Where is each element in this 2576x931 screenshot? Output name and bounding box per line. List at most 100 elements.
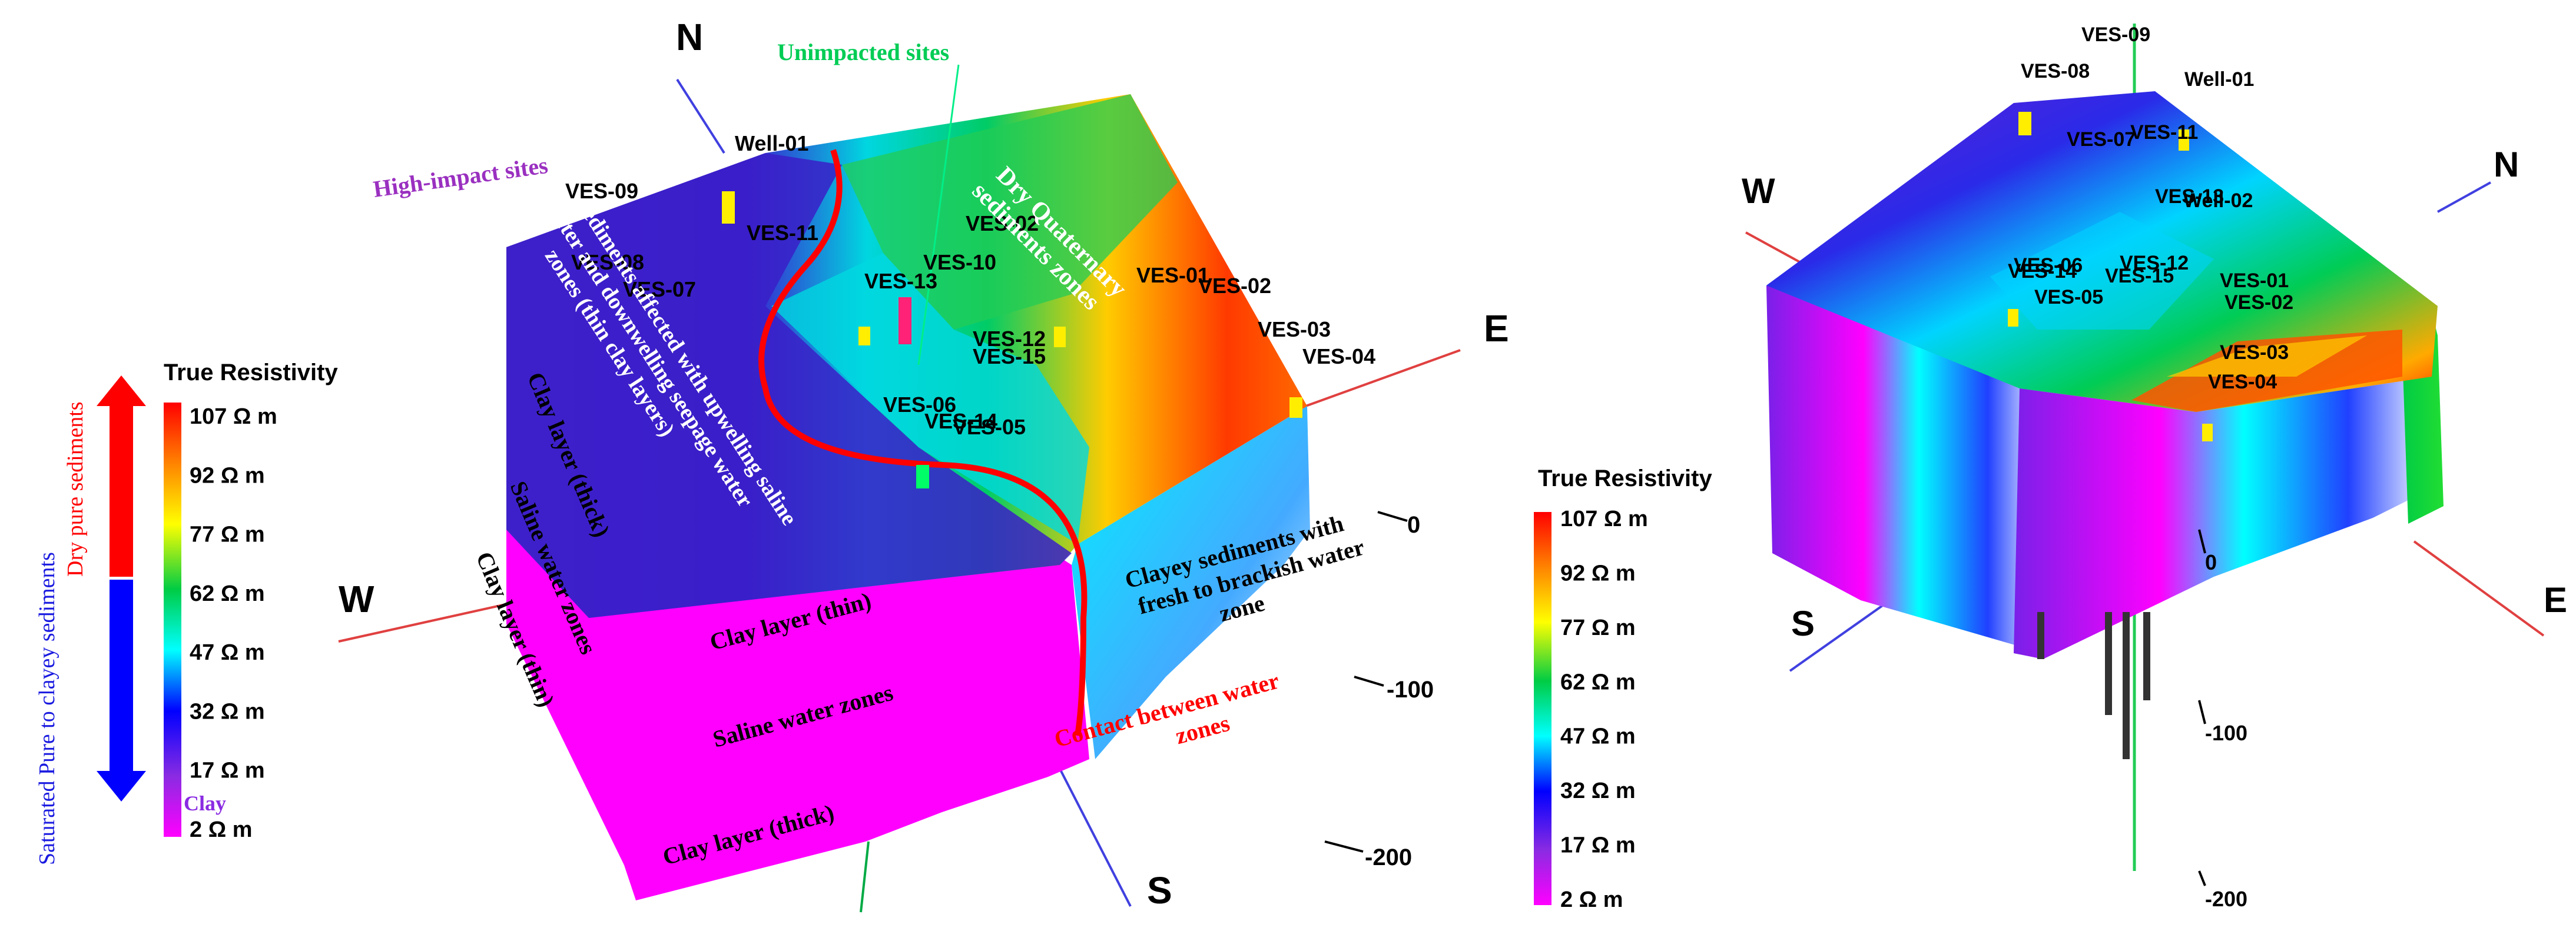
right-legend-tick-label: 77 Ω m <box>1560 616 1636 640</box>
right-left-face <box>1766 285 2043 653</box>
left-top-green-zone <box>842 94 1178 330</box>
ves-label: VES-08 <box>571 250 644 274</box>
right-label: VES-15 <box>2105 265 2174 287</box>
right-depth-tick-0: 0 <box>2205 550 2217 574</box>
right-depth-tick-100: -100 <box>2205 721 2247 745</box>
dry-arrow-head <box>97 375 146 406</box>
dry-arrow-label: Dry pure sediments <box>63 401 88 577</box>
left-side-face <box>1072 406 1310 759</box>
well-01-label: Well-01 <box>735 131 808 155</box>
right-south-label: S <box>1791 604 1815 643</box>
left-east-label: E <box>1484 307 1509 350</box>
vertical-axis-line <box>860 841 870 913</box>
depth-tick-mark <box>1324 840 1364 853</box>
right-legend-ticks: 107 Ω m 92 Ω m 77 Ω m 62 Ω m 47 Ω m 32 Ω m 17 … <box>1560 507 1648 912</box>
left-legend-ticks: 107 Ω m 92 Ω m 77 Ω m 62 Ω m 47 Ω m 32 Ω m 17 … <box>190 404 277 842</box>
ves-label: VES-15 <box>973 344 1046 368</box>
left-depth-tick-200: -200 <box>1365 844 1412 870</box>
right-label: VES-09 <box>2081 24 2150 46</box>
right-depth-tick-200: -200 <box>2205 887 2247 911</box>
right-label: VES-08 <box>2021 60 2090 82</box>
right-legend-tick-label: 2 Ω m <box>1560 887 1623 912</box>
left-legend-tick-label: 62 Ω m <box>190 581 265 606</box>
right-west-label: W <box>1742 171 1775 211</box>
right-colorbar <box>1534 512 1551 905</box>
left-top-cyan-zone <box>771 253 1089 544</box>
depth-tick-mark <box>1377 511 1408 522</box>
high-impact-sites-label: High-impact sites <box>372 152 549 202</box>
left-depth-tick-0: 0 <box>1407 512 1420 538</box>
right-ves-marker <box>2008 309 2018 327</box>
right-legend-tick-label: 92 Ω m <box>1560 561 1636 586</box>
left-depth-tick-100: -100 <box>1387 677 1434 703</box>
right-ves-marker <box>2202 424 2213 441</box>
ves-label: VES-03 <box>1258 317 1331 341</box>
right-legend-tick-label: 47 Ω m <box>1560 724 1636 749</box>
right-legend: True Resistivity 107 Ω m 92 Ω m 77 Ω m 62 Ω… <box>1534 466 1712 912</box>
unimpacted-pointer <box>917 64 960 365</box>
right-top-cyan-zone <box>1990 212 2214 330</box>
right-legend-tick-label: 32 Ω m <box>1560 779 1636 803</box>
ves-label: VES-02 <box>966 211 1039 235</box>
east-axis-line <box>1289 349 1461 413</box>
left-legend: True Resistivity 107 Ω m 92 Ω m 77 Ω m 62 Ω… <box>35 360 338 865</box>
right-model: N W S E 0 -100 -200 VES-09 VES-08 Well-0… <box>1742 24 2567 911</box>
right-legend-title: True Resistivity <box>1538 466 1712 491</box>
right-depth-tick-mark <box>2198 700 2206 724</box>
right-well-pillar <box>2037 612 2044 659</box>
left-legend-tick-label: 77 Ω m <box>190 523 265 547</box>
ves-marker <box>1054 327 1066 347</box>
depth-tick-mark <box>1354 676 1384 687</box>
ves-label: VES-02 <box>1198 274 1271 298</box>
right-label: Well-02 <box>2183 189 2253 212</box>
right-ves-marker <box>2179 129 2189 151</box>
right-front-face <box>2014 377 2432 659</box>
saturated-arrow-head <box>97 771 146 802</box>
right-well-pillar <box>2123 612 2130 759</box>
right-legend-tick-label: 17 Ω m <box>1560 833 1636 858</box>
right-label: VES-04 <box>2208 371 2277 393</box>
dry-arrow <box>110 403 133 577</box>
right-label: VES-12 <box>2120 252 2189 274</box>
right-label: VES-02 <box>2224 291 2293 314</box>
ves-marker <box>1289 397 1302 418</box>
ves-label: VES-12 <box>973 327 1046 351</box>
ves-marker <box>722 191 735 224</box>
right-well-pillar <box>2143 612 2150 700</box>
left-west-label: W <box>339 578 374 620</box>
ves-marker <box>899 297 911 344</box>
left-south-label: S <box>1147 869 1172 912</box>
left-legend-tick-label: 17 Ω m <box>190 759 265 783</box>
right-legend-tick-label: 62 Ω m <box>1560 670 1636 694</box>
right-well-pillar <box>2105 612 2112 715</box>
right-label: Well-01 <box>2184 68 2254 91</box>
left-top-purple-zone <box>506 153 1072 618</box>
ves-label: VES-11 <box>747 221 818 245</box>
ves-marker <box>916 465 929 488</box>
left-colorbar <box>164 403 181 837</box>
ves-label: VES-14 <box>924 409 997 433</box>
left-legend-title: True Resistivity <box>164 360 338 385</box>
right-label: VES-05 <box>2034 286 2103 308</box>
right-label: VES-13 <box>2155 185 2224 208</box>
ves-label: VES-13 <box>864 269 937 293</box>
ves-label: VES-06 <box>883 393 956 417</box>
unimpacted-sites-label: Unimpacted sites <box>777 39 949 65</box>
right-label: VES-07 <box>2067 128 2136 151</box>
right-north-label: N <box>2494 145 2519 184</box>
ves-label: VES-01 <box>1136 263 1209 287</box>
right-east-label: E <box>2544 580 2567 620</box>
left-legend-tick-label: 47 Ω m <box>190 640 265 665</box>
ves-markers <box>722 191 1302 488</box>
left-model: N E S W 0 -100 -200 Well-01 VES-09 VES-1… <box>338 16 1509 913</box>
left-north-label: N <box>676 16 703 58</box>
left-legend-tick-label: 32 Ω m <box>190 699 265 724</box>
right-east-axis-line <box>2413 540 2545 637</box>
ves-label: VES-10 <box>923 250 996 274</box>
saturated-arrow-label: Saturated Pure to clayey sediments <box>35 552 59 865</box>
right-legend-tick-label: 107 Ω m <box>1560 507 1648 531</box>
right-north-axis-line <box>2437 181 2491 213</box>
well-01-trace <box>758 149 1088 736</box>
left-legend-tick-label: 107 Ω m <box>190 404 277 429</box>
